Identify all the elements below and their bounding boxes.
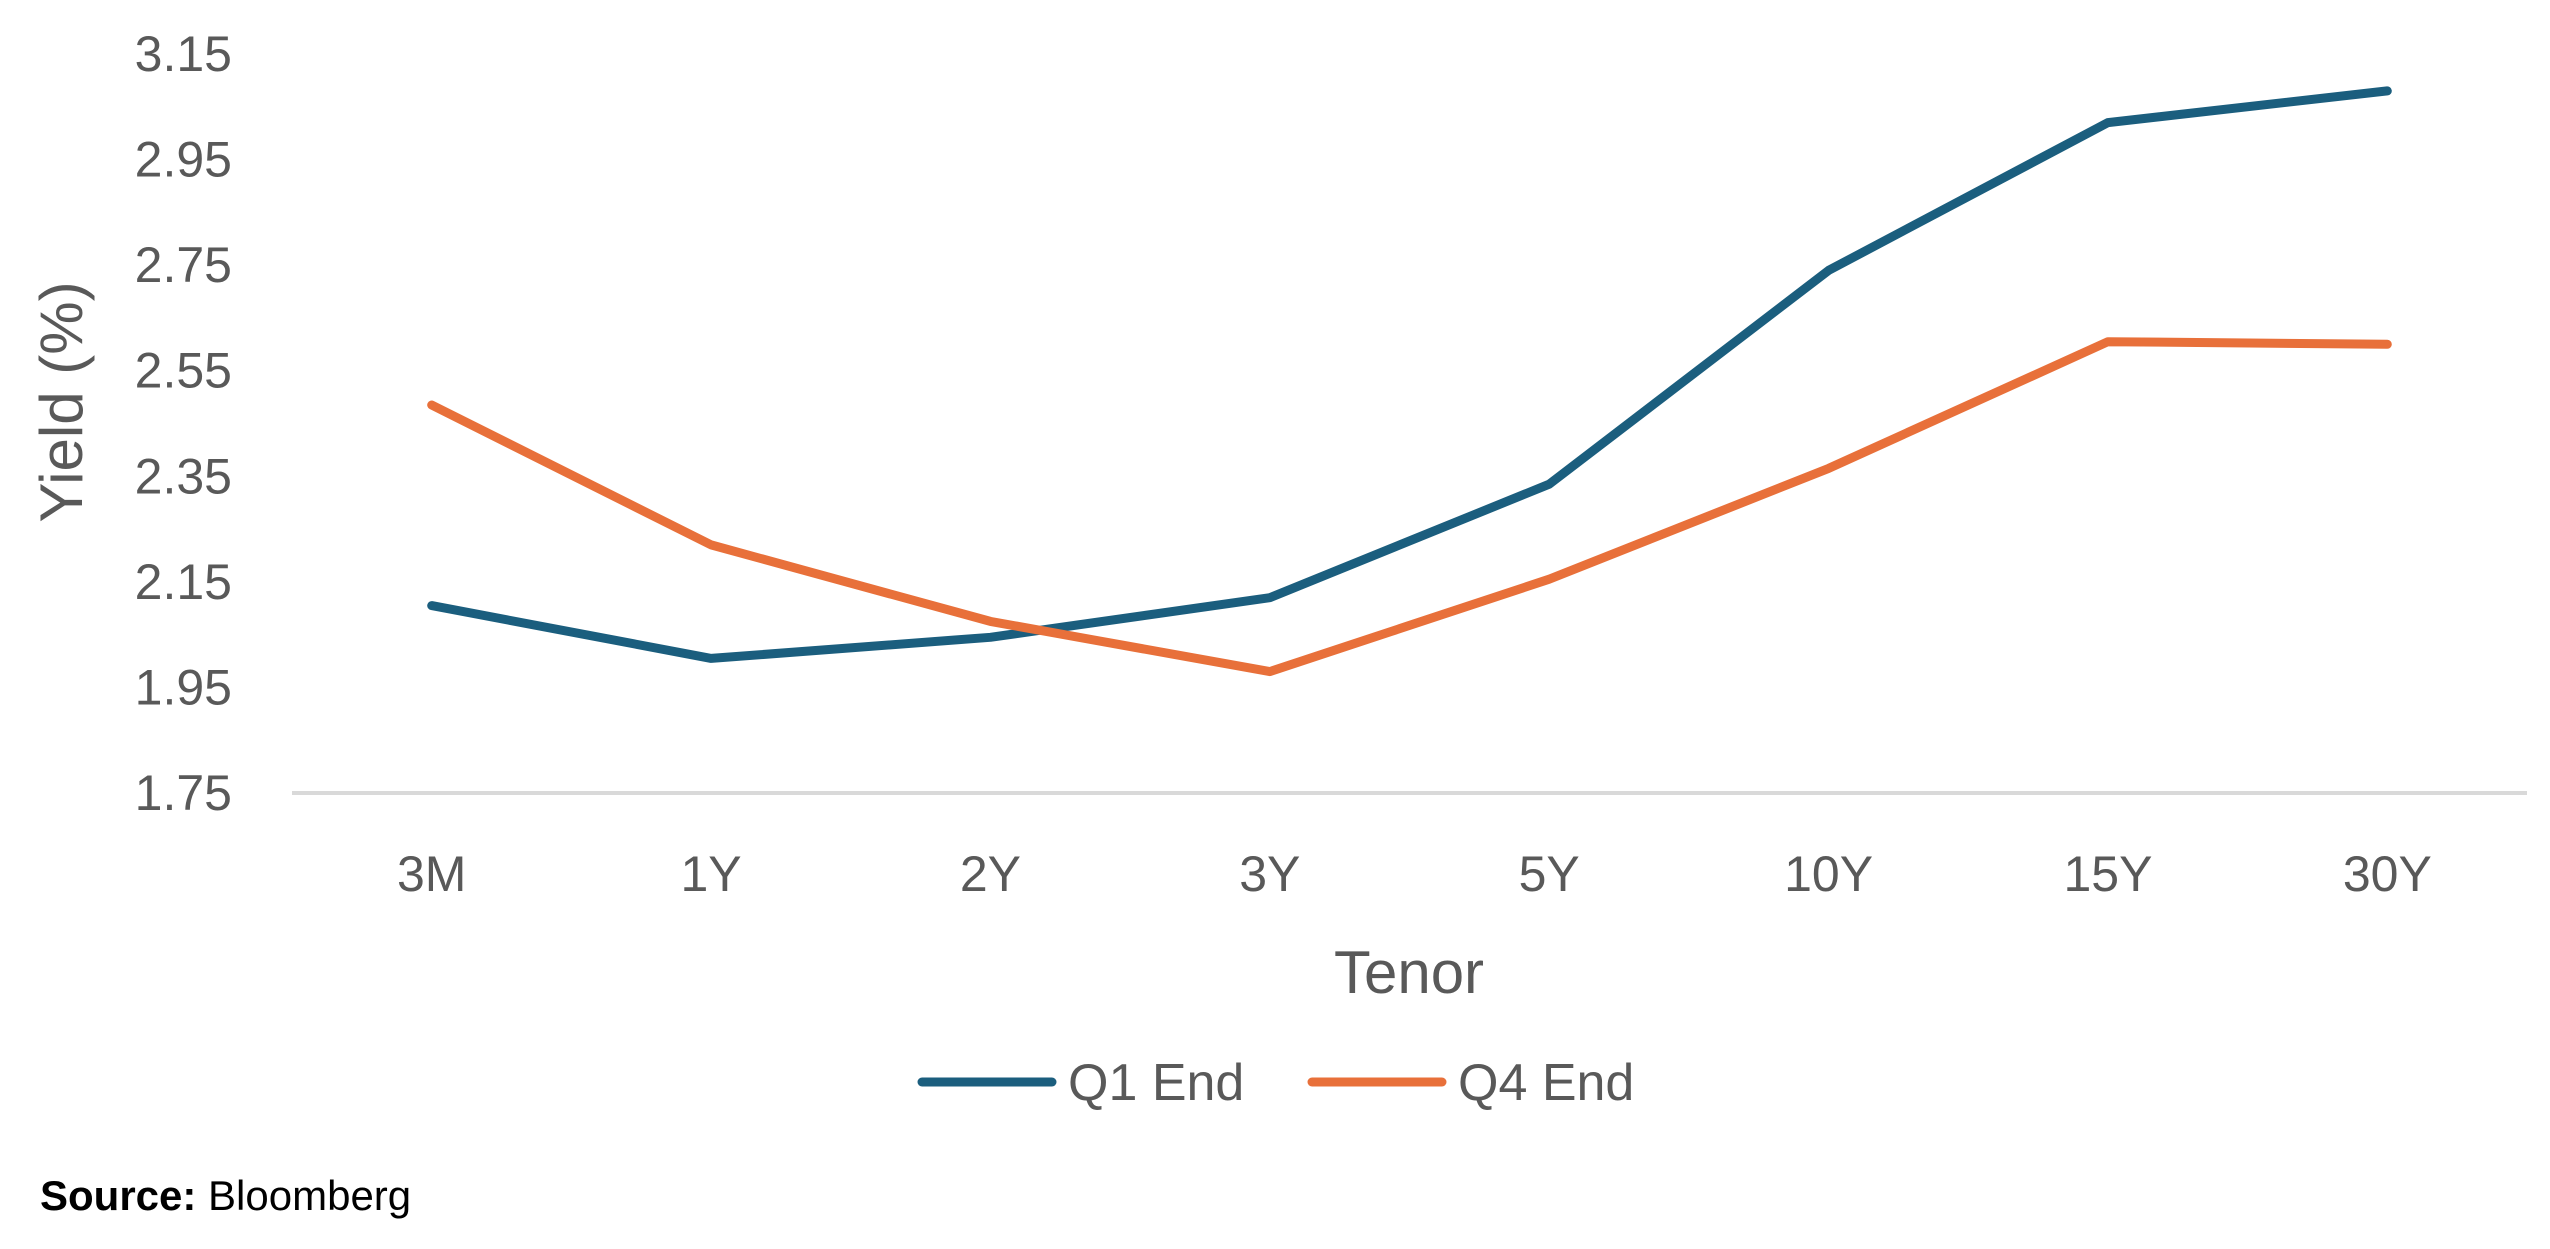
y-axis-ticks: 1.75 1.95 2.15 2.35 2.55 2.75 2.95 3.15 (135, 26, 232, 821)
x-tick-label: 1Y (680, 846, 741, 902)
x-tick-label: 10Y (1784, 846, 1873, 902)
y-tick-label: 2.15 (135, 554, 232, 610)
y-tick-label: 2.35 (135, 448, 232, 504)
series-line-q4-end (427, 337, 2392, 677)
source-text: Bloomberg (196, 1172, 412, 1219)
x-tick-label: 2Y (960, 846, 1021, 902)
y-tick-label: 1.75 (135, 765, 232, 821)
y-tick-label: 2.95 (135, 132, 232, 188)
x-axis-title: Tenor (1334, 939, 1484, 1006)
y-tick-label: 2.75 (135, 237, 232, 293)
source-note: Source: Bloomberg (40, 1172, 411, 1220)
x-tick-label: 3Y (1239, 846, 1300, 902)
y-axis-title: Yield (%) (28, 281, 95, 522)
y-tick-label: 3.15 (135, 26, 232, 82)
y-tick-label: 2.55 (135, 343, 232, 399)
series-line-q1-end (427, 86, 2392, 663)
x-tick-label: 15Y (2063, 846, 2152, 902)
legend-label: Q1 End (1068, 1054, 1244, 1112)
legend-label: Q4 End (1458, 1054, 1634, 1112)
x-tick-label: 5Y (1519, 846, 1580, 902)
source-label: Source: (40, 1172, 197, 1219)
legend: Q1 End Q4 End (917, 1054, 1634, 1112)
x-axis-ticks: 3M 1Y 2Y 3Y 5Y 10Y 15Y 30Y (397, 846, 2432, 902)
y-tick-label: 1.95 (135, 659, 232, 715)
x-tick-label: 30Y (2343, 846, 2432, 902)
x-tick-label: 3M (397, 846, 466, 902)
series-lines (427, 86, 2392, 677)
